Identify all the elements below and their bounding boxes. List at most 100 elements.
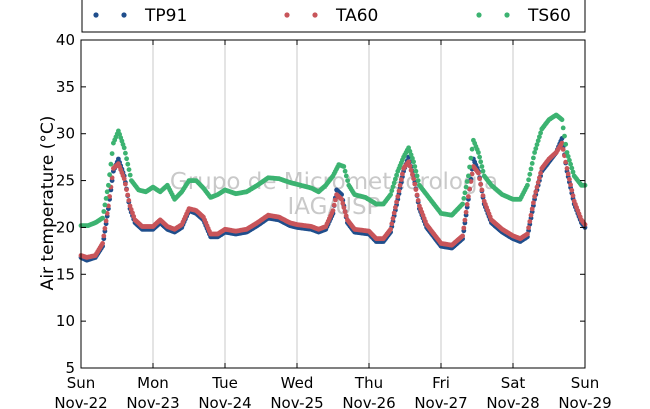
legend-marker-tp91: [93, 12, 99, 18]
data-point: [340, 201, 346, 206]
data-point: [408, 167, 414, 173]
data-point: [406, 159, 411, 165]
data-point: [476, 150, 481, 155]
x-tick-label-date: Nov-27: [414, 394, 467, 409]
data-point: [538, 170, 543, 176]
data-point: [564, 166, 570, 171]
data-point: [560, 125, 566, 131]
data-point: [412, 181, 418, 187]
series-points: [78, 112, 588, 263]
data-point: [527, 171, 533, 177]
data-point: [342, 168, 348, 174]
data-point: [103, 218, 109, 224]
data-point: [343, 213, 349, 219]
data-point: [101, 233, 107, 239]
data-point: [342, 209, 348, 215]
data-point: [413, 187, 419, 193]
data-point: [462, 190, 468, 196]
data-point: [469, 171, 475, 177]
y-tick-label: 40: [56, 31, 75, 49]
data-point: [341, 164, 347, 169]
data-point: [407, 163, 413, 169]
y-tick-label: 25: [56, 172, 75, 190]
data-point: [343, 173, 349, 179]
y-tick-label: 35: [56, 78, 75, 96]
data-point: [126, 198, 132, 203]
data-point: [414, 173, 420, 179]
data-point: [529, 206, 535, 212]
legend-label-ts60: TS60: [527, 6, 571, 26]
data-point: [125, 161, 131, 167]
data-point: [527, 219, 533, 224]
y-tick-label: 20: [56, 218, 75, 236]
legend-item-tp91: TP91: [93, 6, 187, 26]
data-point: [100, 215, 105, 221]
data-point: [391, 180, 397, 186]
data-point: [412, 164, 418, 169]
data-point: [531, 200, 536, 206]
data-point: [125, 192, 131, 198]
data-point: [534, 142, 540, 148]
data-point: [537, 175, 542, 181]
data-point: [526, 225, 531, 231]
data-point: [563, 141, 569, 147]
data-point: [480, 168, 486, 174]
gridlines: [152, 40, 514, 368]
legend-item-ts60: TS60: [476, 6, 571, 26]
data-point: [467, 164, 472, 170]
data-point: [107, 172, 112, 178]
legend-marker-tp91: [121, 12, 127, 18]
data-point: [410, 172, 415, 177]
y-tick-label: 15: [56, 265, 75, 283]
data-point: [109, 151, 115, 157]
data-point: [393, 176, 398, 182]
x-tick-label-date: Nov-25: [270, 394, 323, 409]
data-point: [533, 146, 539, 152]
data-point: [568, 161, 573, 167]
data-point: [538, 130, 543, 136]
x-tick-label-day: Mon: [137, 374, 169, 392]
data-point: [532, 150, 537, 155]
data-point: [461, 225, 467, 231]
data-point: [477, 154, 482, 160]
legend-label-ta60: TA60: [335, 6, 378, 26]
data-point: [389, 221, 395, 227]
data-point: [394, 172, 399, 178]
y-tick-label: 5: [65, 359, 75, 377]
data-point: [339, 196, 344, 202]
data-point: [567, 157, 572, 163]
data-point: [528, 212, 534, 218]
data-point: [567, 176, 572, 182]
data-point: [331, 202, 337, 208]
data-point: [388, 226, 393, 232]
x-tick-label-day: Fri: [432, 374, 450, 392]
data-point: [395, 194, 401, 199]
data-point: [569, 165, 575, 171]
data-point: [469, 146, 475, 152]
data-point: [461, 196, 467, 201]
data-point: [467, 186, 472, 192]
axis-ticks: Sun Nov-22 Mon Nov-23 Tue Nov-24 Wed Nov-25 Thu N…: [54, 31, 611, 409]
y-tick-label: 10: [56, 312, 75, 330]
data-point: [396, 188, 402, 194]
data-point: [479, 164, 485, 169]
data-point: [126, 167, 132, 173]
x-tick-label-day: Sat: [501, 374, 526, 392]
data-point: [345, 178, 350, 184]
data-point: [477, 176, 482, 182]
legend-marker-ta60: [284, 12, 290, 18]
data-point: [124, 156, 129, 162]
data-point: [535, 180, 541, 185]
data-point: [525, 182, 530, 188]
data-point: [127, 172, 133, 178]
y-axis-label: Air temperature (°C): [38, 116, 58, 291]
data-point: [104, 189, 110, 195]
data-point: [398, 177, 404, 183]
x-tick-label-date: Nov-26: [342, 394, 395, 409]
plot-frame: [80, 39, 586, 369]
data-point: [537, 134, 542, 140]
data-point: [476, 170, 481, 176]
data-point: [124, 187, 129, 193]
legend-label-tp91: TP91: [144, 6, 187, 26]
x-tick-label-date: Nov-29: [558, 394, 611, 409]
